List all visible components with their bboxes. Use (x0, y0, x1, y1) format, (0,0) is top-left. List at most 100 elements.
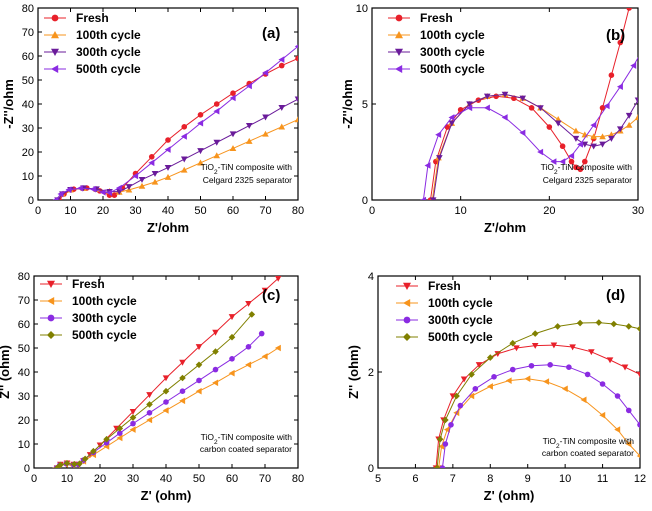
data-point (519, 129, 526, 137)
data-point (493, 93, 499, 100)
y-tick-label: 20 (18, 415, 30, 427)
data-point (228, 369, 235, 377)
data-point (262, 69, 269, 77)
data-point (634, 114, 638, 121)
data-point (606, 357, 614, 364)
data-point (531, 342, 539, 349)
data-point (626, 8, 632, 11)
data-point (179, 374, 186, 382)
data-point (519, 95, 527, 102)
panel-label: (d) (606, 287, 625, 304)
y-tick-label: 80 (18, 271, 30, 283)
data-point (584, 371, 591, 378)
data-point (261, 353, 268, 360)
data-point (581, 141, 589, 148)
data-point (275, 276, 282, 282)
x-tick-label: 10 (455, 205, 467, 217)
data-point (505, 377, 512, 384)
data-point (179, 388, 186, 395)
data-point (212, 348, 219, 355)
data-point (572, 127, 580, 134)
legend-a: Fresh 100th cycle 300th cycle 500th cycle (44, 11, 141, 76)
data-point (245, 361, 252, 369)
legend-marker (51, 65, 59, 73)
data-point (65, 186, 72, 193)
data-point (599, 141, 606, 148)
series-line-3 (422, 56, 638, 200)
series-group-c (52, 276, 282, 468)
data-point (573, 164, 579, 171)
data-point (245, 122, 253, 129)
legend-marker (403, 299, 411, 307)
annotation-line-1: TiO2-TiN composite with (201, 162, 293, 176)
x-tick-label: 50 (193, 473, 205, 485)
y-tick-label: 50 (18, 343, 30, 355)
x-tick-label: 60 (226, 473, 238, 485)
data-point (630, 62, 637, 69)
x-tick-label: 11 (597, 473, 608, 485)
data-point (543, 378, 550, 385)
data-point (572, 135, 580, 142)
legend-label: 100th cycle (428, 296, 493, 310)
data-point (164, 173, 172, 180)
data-point (148, 153, 155, 160)
data-point (294, 116, 298, 123)
data-point (229, 145, 237, 152)
data-point (599, 105, 606, 111)
data-point (278, 123, 286, 130)
data-point (103, 435, 110, 443)
data-point (569, 344, 576, 351)
x-axis-title: Z' (ohm) (484, 488, 535, 503)
data-point (138, 182, 146, 189)
legend-marker (51, 14, 59, 22)
data-point (261, 287, 269, 294)
data-point (566, 364, 572, 371)
data-point (57, 190, 64, 198)
x-tick-label: 30 (632, 205, 644, 217)
data-point (76, 184, 83, 192)
data-point (460, 376, 468, 383)
data-point (625, 407, 632, 414)
data-point (89, 185, 96, 193)
data-point (228, 333, 236, 341)
legend-marker (395, 65, 403, 73)
x-tick-label: 50 (194, 205, 206, 217)
data-point (76, 460, 83, 467)
data-point (494, 351, 502, 358)
y-tick-label: 30 (22, 123, 34, 135)
x-tick-label: 0 (369, 205, 375, 217)
data-point (195, 344, 203, 351)
data-point (129, 426, 136, 433)
data-point (424, 162, 431, 169)
data-point (436, 155, 443, 162)
data-point (164, 164, 172, 171)
data-point (420, 196, 427, 200)
data-point (213, 101, 220, 107)
data-point (639, 47, 645, 54)
data-point (195, 361, 203, 369)
data-point (513, 345, 520, 352)
annotation-line-2: Celgard 2325 separator (203, 175, 292, 185)
x-tick-label: 80 (292, 473, 304, 485)
data-point (162, 407, 169, 414)
data-point (433, 464, 441, 468)
y-tick-label: 0 (24, 463, 30, 475)
data-point (106, 189, 113, 197)
data-point (448, 421, 454, 428)
y-tick-label: 0 (362, 195, 368, 207)
data-point (162, 387, 170, 395)
data-point (228, 314, 236, 321)
y-axis-title: Z'' (ohm) (346, 345, 361, 399)
data-point (180, 166, 188, 173)
data-point (625, 440, 632, 448)
data-point (483, 93, 491, 100)
data-point (262, 130, 269, 137)
data-point (151, 170, 159, 177)
panel-label: (a) (262, 25, 280, 42)
data-point (196, 377, 202, 384)
data-point (501, 91, 509, 98)
data-point (617, 39, 624, 46)
data-point (634, 97, 638, 104)
y-tick-label: 0 (28, 195, 34, 207)
